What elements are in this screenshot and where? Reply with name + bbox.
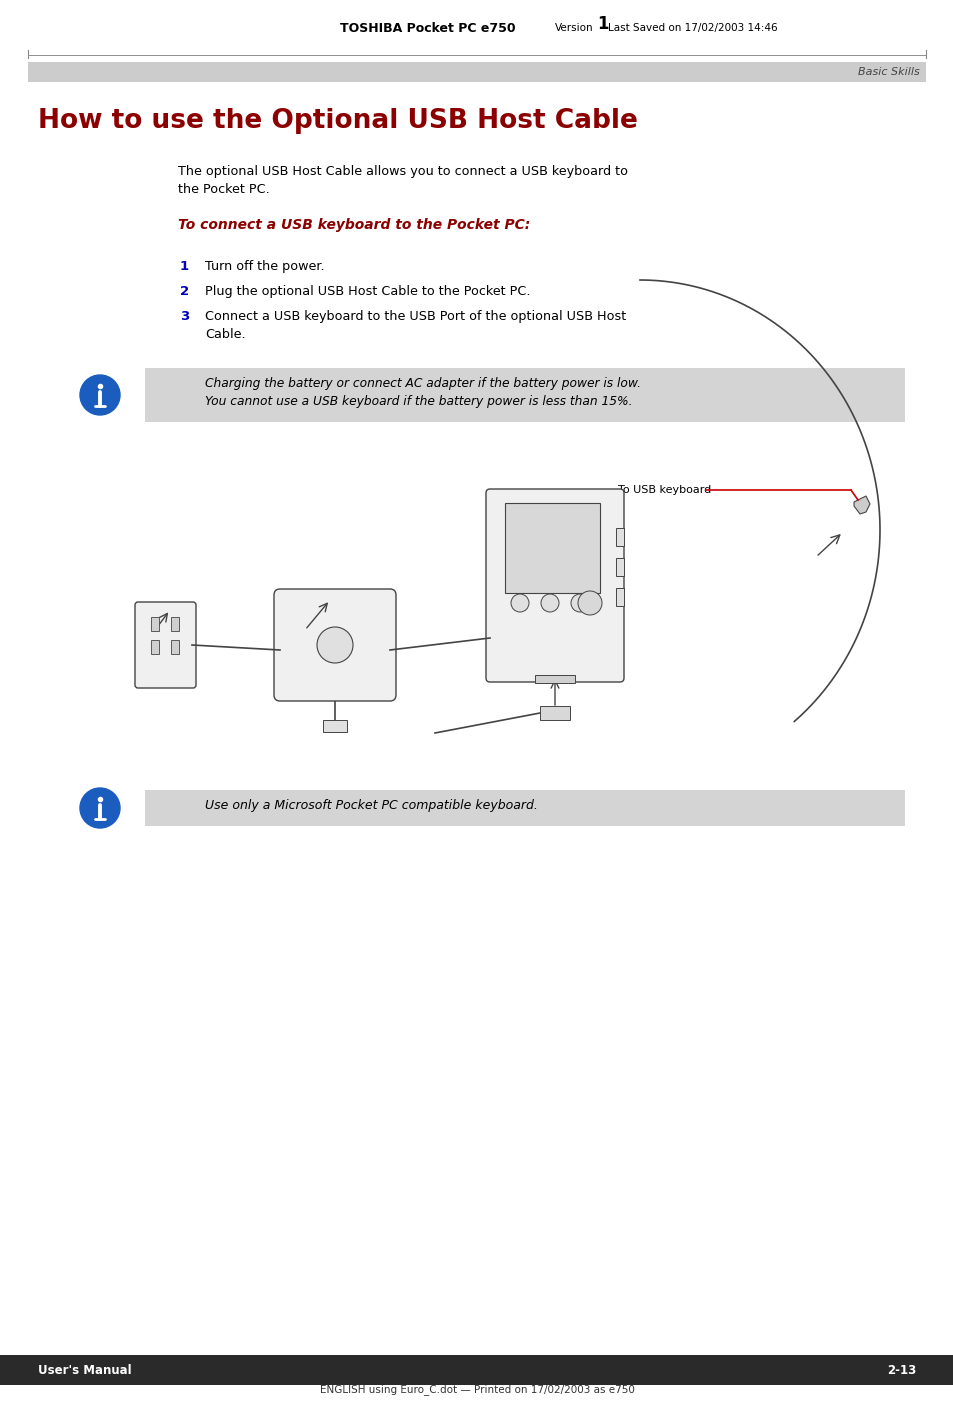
Bar [145,367,904,422]
Text: Plug the optional USB Host Cable to the Pocket PC.: Plug the optional USB Host Cable to the … [205,284,530,298]
Circle shape [571,594,588,612]
Text: Last Saved on 17/02/2003 14:46: Last Saved on 17/02/2003 14:46 [607,23,777,32]
FancyBboxPatch shape [485,489,623,681]
Text: The optional USB Host Cable allows you to connect a USB keyboard to: The optional USB Host Cable allows you t… [178,165,627,177]
Text: User's Manual: User's Manual [38,1363,132,1377]
Bar [151,641,159,653]
Circle shape [511,594,529,612]
Text: Turn off the power.: Turn off the power. [205,260,324,273]
Circle shape [316,627,353,663]
Bar [323,719,347,732]
Text: TOSHIBA Pocket PC e750: TOSHIBA Pocket PC e750 [339,21,515,35]
FancyBboxPatch shape [135,603,195,689]
Bar [616,558,623,576]
Circle shape [80,788,120,828]
Text: Connect a USB keyboard to the USB Port of the optional USB Host: Connect a USB keyboard to the USB Port o… [205,310,625,322]
Bar [504,503,599,593]
FancyBboxPatch shape [274,589,395,701]
Circle shape [578,591,601,615]
Bar [616,589,623,605]
Text: Basic Skills: Basic Skills [858,68,919,77]
Polygon shape [853,496,869,514]
Bar [151,617,159,631]
Circle shape [80,375,120,415]
Bar [28,62,925,82]
Text: To connect a USB keyboard to the Pocket PC:: To connect a USB keyboard to the Pocket … [178,218,530,232]
Text: 1: 1 [180,260,189,273]
Text: To USB keyboard: To USB keyboard [618,484,711,496]
Text: the Pocket PC.: the Pocket PC. [178,183,270,196]
Text: You cannot use a USB keyboard if the battery power is less than 15%.: You cannot use a USB keyboard if the bat… [205,396,632,408]
Text: Charging the battery or connect AC adapter if the battery power is low.: Charging the battery or connect AC adapt… [205,377,640,390]
Text: 2-13: 2-13 [886,1363,915,1377]
Text: How to use the Optional USB Host Cable: How to use the Optional USB Host Cable [38,108,638,134]
Bar [535,674,575,683]
Text: Version: Version [555,23,593,32]
Bar [539,705,569,719]
Bar [171,617,179,631]
Text: Cable.: Cable. [205,328,245,341]
Text: 3: 3 [180,310,189,322]
Bar [616,528,623,546]
Circle shape [540,594,558,612]
Bar [0,1354,953,1385]
Text: ENGLISH using Euro_C.dot — Printed on 17/02/2003 as e750: ENGLISH using Euro_C.dot — Printed on 17… [319,1384,634,1395]
Bar [171,641,179,653]
Bar [145,790,904,826]
Text: 1: 1 [597,15,608,32]
Text: Use only a Microsoft Pocket PC compatible keyboard.: Use only a Microsoft Pocket PC compatibl… [205,798,537,812]
Text: 2: 2 [180,284,189,298]
